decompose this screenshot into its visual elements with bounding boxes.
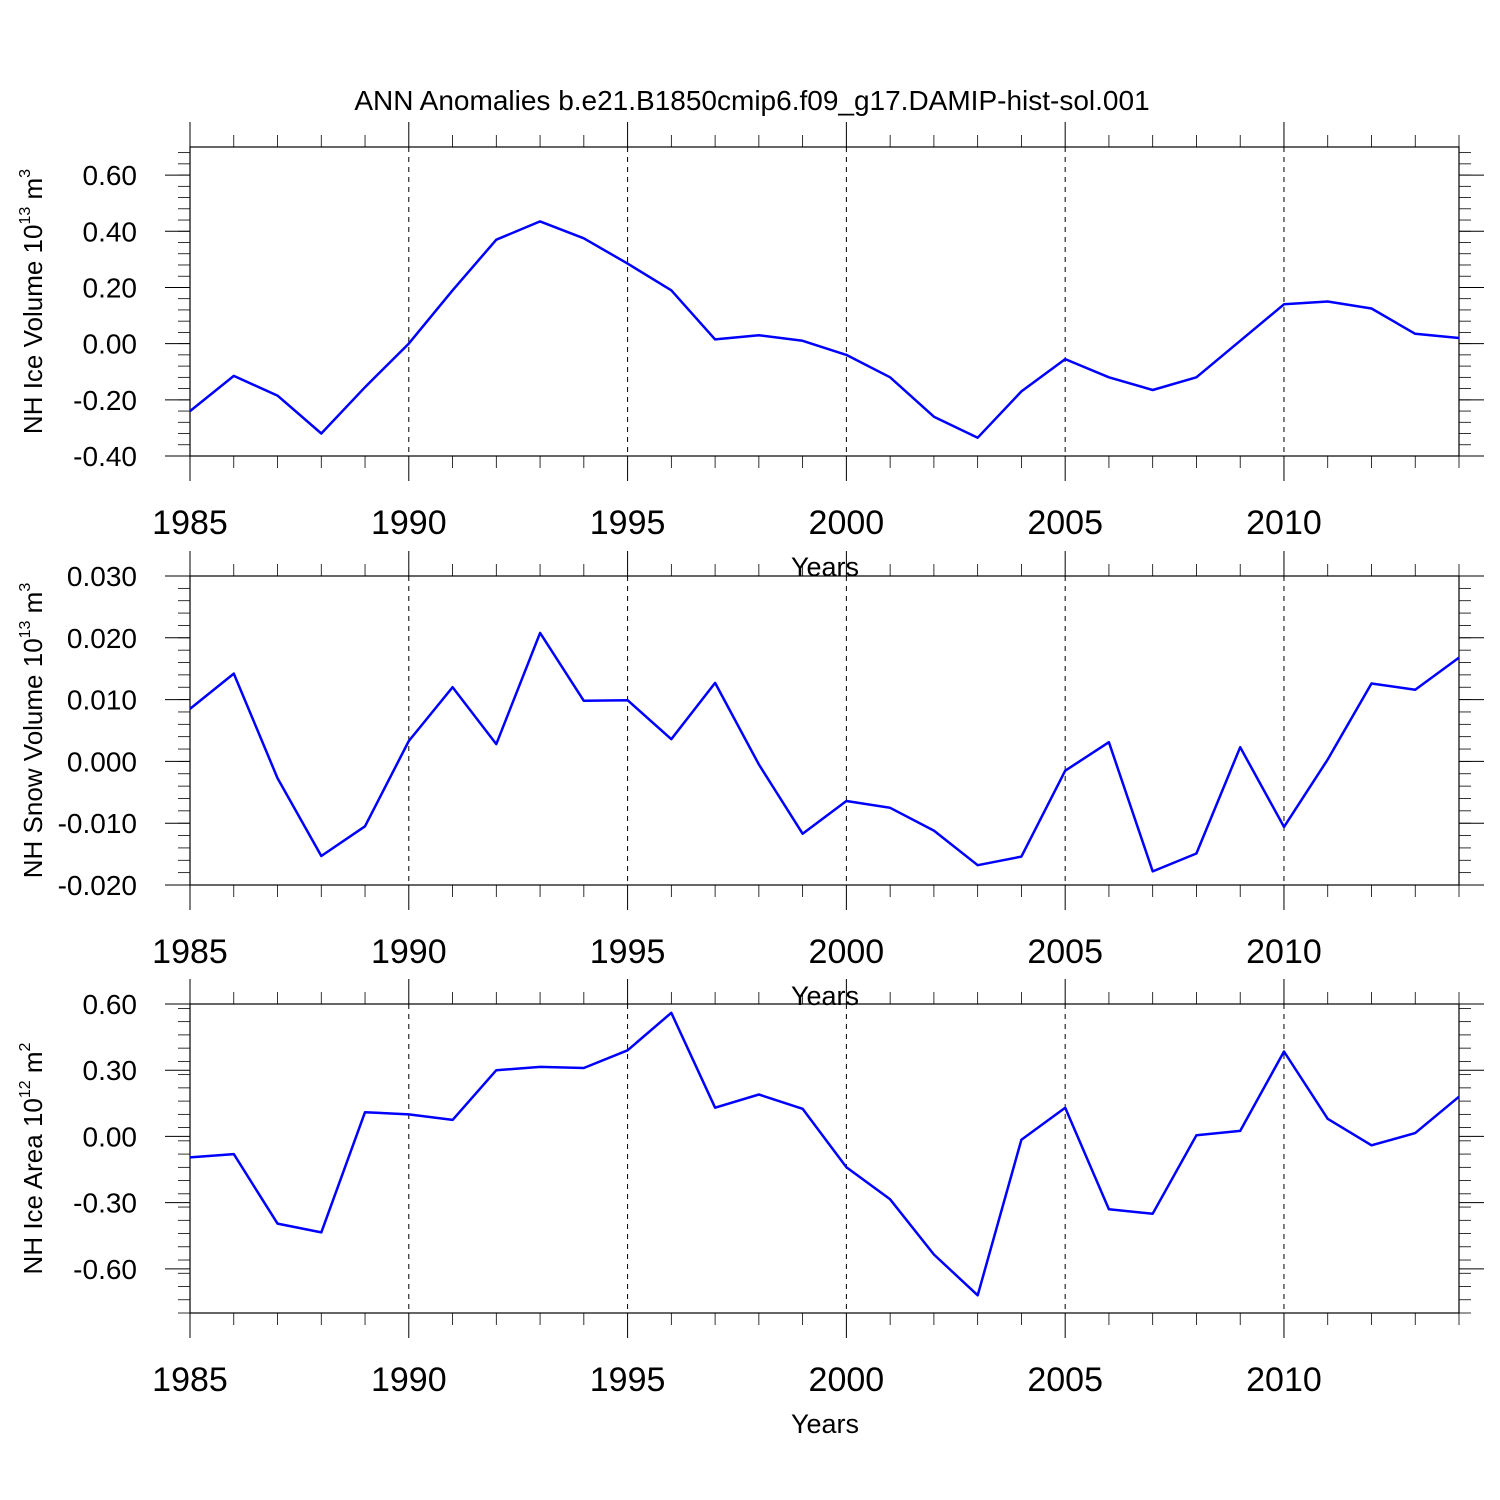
y-axis-title: NH Ice Area 1012 m2 xyxy=(17,1042,48,1274)
y-axis-title-main: NH Ice Area 10 xyxy=(18,1098,48,1274)
y-tick-label: -0.20 xyxy=(73,385,137,416)
x-tick-label: 1990 xyxy=(371,504,447,542)
x-axis-title: Years xyxy=(791,552,859,582)
chart-panel-1: -0.40 -0.20 0.00 0.20 0.40 0.60 1985 1990 1995 20… xyxy=(17,122,1484,582)
y-tick-label: 0.00 xyxy=(83,329,138,360)
x-tick-label: 1985 xyxy=(152,933,228,971)
plot-frame xyxy=(189,1003,1460,1314)
y-axis-title-unit: m xyxy=(18,1051,48,1080)
y-axis-title-exponent: 13 xyxy=(17,620,34,638)
y-tick-label: -0.010 xyxy=(58,808,137,839)
y-tick-label: 0.020 xyxy=(67,623,137,654)
x-tick-label: 1990 xyxy=(371,1361,447,1399)
x-axis-title: Years xyxy=(791,981,859,1011)
series-line xyxy=(189,1011,1460,1297)
x-axis-title: Years xyxy=(791,1409,859,1439)
x-tick-label: 2010 xyxy=(1246,504,1322,542)
y-tick-label: -0.30 xyxy=(73,1188,137,1219)
figure-title: ANN Anomalies b.e21.B1850cmip6.f09_g17.D… xyxy=(354,85,1149,116)
y-tick-label: 0.00 xyxy=(83,1121,138,1152)
y-tick-label: 0.40 xyxy=(83,216,138,247)
x-tick-label: 2005 xyxy=(1027,1361,1103,1399)
series-line xyxy=(189,631,1460,873)
y-axis-title-unit-exponent: 3 xyxy=(17,169,34,178)
y-axis-title: NH Ice Volume 1013 m3 xyxy=(17,169,48,434)
series-line xyxy=(189,220,1460,439)
y-tick-label: 0.030 xyxy=(67,561,137,592)
x-tick-label: 1995 xyxy=(590,504,666,542)
x-tick-label: 2010 xyxy=(1246,933,1322,971)
y-tick-label: -0.60 xyxy=(73,1254,137,1285)
x-tick-label: 1995 xyxy=(590,1361,666,1399)
x-tick-label: 1990 xyxy=(371,933,447,971)
x-tick-label: 2000 xyxy=(809,504,885,542)
y-tick-label: -0.40 xyxy=(73,441,137,472)
y-axis-title-unit-exponent: 2 xyxy=(17,1042,34,1051)
x-tick-label: 2005 xyxy=(1027,504,1103,542)
y-tick-label: 0.30 xyxy=(83,1055,138,1086)
y-axis-title-exponent: 13 xyxy=(17,207,34,225)
x-tick-label: 1985 xyxy=(152,1361,228,1399)
y-axis-title-unit: m xyxy=(18,178,48,207)
y-axis-title: NH Snow Volume 1013 m3 xyxy=(17,583,48,879)
x-tick-label: 2000 xyxy=(809,933,885,971)
plot-frame xyxy=(189,575,1460,886)
y-axis-title-unit: m xyxy=(18,592,48,621)
y-tick-label: 0.60 xyxy=(83,160,138,191)
plot-frame xyxy=(189,146,1460,457)
y-tick-label: 0.000 xyxy=(67,746,137,777)
y-axis-title-main: NH Ice Volume 10 xyxy=(18,225,48,435)
x-tick-label: 2010 xyxy=(1246,1361,1322,1399)
x-tick-label: 1995 xyxy=(590,933,666,971)
chart-panel-3: -0.60 -0.30 0.00 0.30 0.60 1985 1990 1995 2000 20… xyxy=(17,979,1484,1439)
y-tick-label: -0.020 xyxy=(58,870,137,901)
y-axis-title-unit-exponent: 3 xyxy=(17,583,34,592)
y-tick-label: 0.20 xyxy=(83,272,138,303)
y-axis-title-exponent: 12 xyxy=(17,1080,34,1098)
y-axis-title-main: NH Snow Volume 10 xyxy=(18,638,48,878)
y-tick-label: 0.60 xyxy=(83,989,138,1020)
x-tick-label: 2005 xyxy=(1027,933,1103,971)
x-tick-label: 1985 xyxy=(152,504,228,542)
x-tick-label: 2000 xyxy=(809,1361,885,1399)
y-tick-label: 0.010 xyxy=(67,685,137,716)
